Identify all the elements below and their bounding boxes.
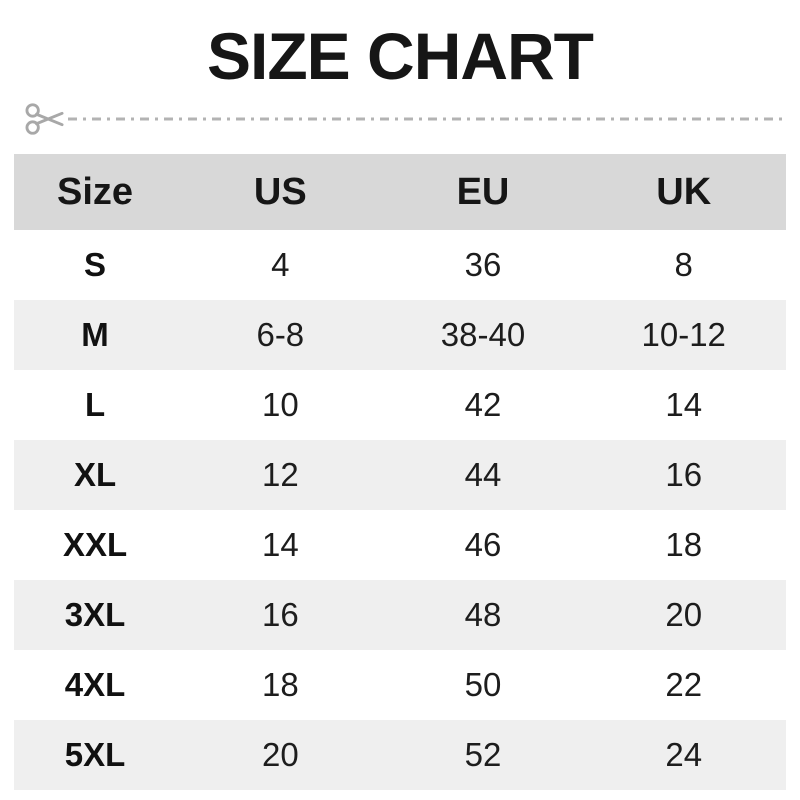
cell-eu: 42 — [464, 386, 502, 423]
table-header-row: Size US EU UK — [14, 154, 786, 230]
scissors-icon — [24, 100, 66, 138]
cut-line — [24, 98, 788, 140]
cell-size: 3XL — [64, 596, 126, 633]
header-eu: EU — [384, 154, 582, 230]
cell-uk: 16 — [665, 456, 703, 493]
cell-uk: 18 — [665, 526, 703, 563]
cell-us: 10 — [261, 386, 299, 423]
page-title: SIZE CHART — [207, 19, 594, 93]
table-row: 3XL 16 48 20 — [14, 580, 786, 650]
cell-eu: 36 — [464, 246, 502, 283]
cell-us: 18 — [261, 666, 299, 703]
table-row: S 4 36 8 — [14, 230, 786, 300]
cell-size: XXL — [62, 526, 128, 563]
cell-size: L — [84, 386, 106, 423]
cell-us: 14 — [261, 526, 299, 563]
table-row: M 6-8 38-40 10-12 — [14, 300, 786, 370]
header-size: Size — [14, 154, 177, 230]
cell-uk: 20 — [665, 596, 703, 633]
cell-size: M — [81, 316, 109, 353]
header-uk: UK — [581, 154, 786, 230]
table-row: 4XL 18 50 22 — [14, 650, 786, 720]
cell-us: 12 — [261, 456, 299, 493]
table-row: 5XL 20 52 24 — [14, 720, 786, 790]
cell-eu: 52 — [464, 736, 502, 773]
cell-size: XL — [73, 456, 117, 493]
dash-dot-line — [68, 115, 788, 123]
cell-uk: 10-12 — [641, 316, 726, 353]
table-row: L 10 42 14 — [14, 370, 786, 440]
cell-us: 20 — [261, 736, 299, 773]
cell-eu: 48 — [464, 596, 502, 633]
cell-us: 6-8 — [256, 316, 305, 353]
cell-uk: 24 — [665, 736, 703, 773]
cell-uk: 14 — [665, 386, 703, 423]
cell-eu: 50 — [464, 666, 502, 703]
table-row: XXL 14 46 18 — [14, 510, 786, 580]
cell-size: 5XL — [64, 736, 126, 773]
cell-us: 16 — [261, 596, 299, 633]
cell-uk: 22 — [665, 666, 703, 703]
cell-size: 4XL — [64, 666, 126, 703]
cell-eu: 46 — [464, 526, 502, 563]
header-us: US — [176, 154, 385, 230]
cell-uk: 8 — [674, 246, 693, 283]
size-chart-table: Size US EU UK S 4 36 8 M 6-8 38-40 10-12… — [14, 154, 786, 790]
table-row: XL 12 44 16 — [14, 440, 786, 510]
cell-eu: 38-40 — [440, 316, 526, 353]
cell-us: 4 — [271, 246, 290, 283]
cell-size: S — [84, 246, 107, 283]
cell-eu: 44 — [464, 456, 502, 493]
